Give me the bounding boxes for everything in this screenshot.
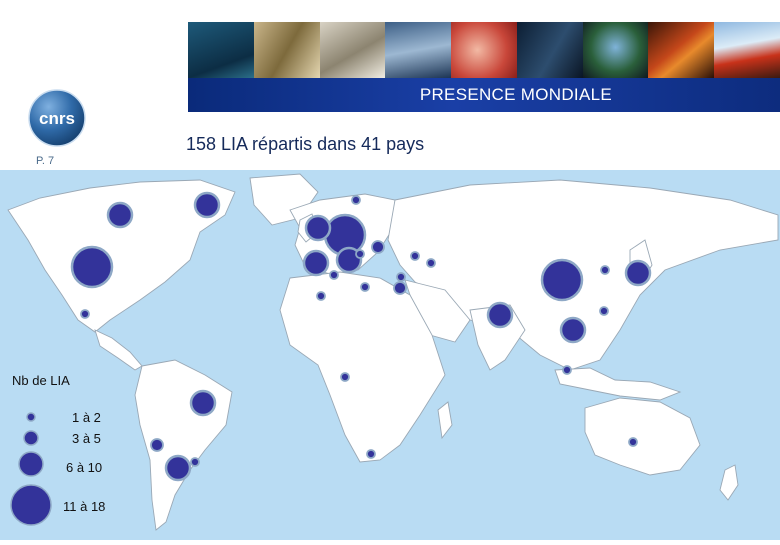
photo-volcano bbox=[714, 22, 780, 78]
lia-marker-uk bbox=[304, 214, 332, 242]
lia-marker-russia bbox=[371, 240, 385, 254]
legend-title: Nb de LIA bbox=[12, 373, 70, 388]
photo-water-surface bbox=[385, 22, 452, 78]
lia-marker-israel bbox=[393, 281, 407, 295]
page-number: P. 7 bbox=[36, 155, 55, 167]
new-zealand bbox=[719, 464, 739, 501]
australia bbox=[584, 397, 701, 476]
lia-marker-lebanon bbox=[396, 272, 406, 282]
photo-scientist-lab bbox=[319, 22, 386, 78]
lia-marker-vietnam-thailand bbox=[559, 316, 587, 344]
lia-marker-singapore bbox=[562, 365, 572, 375]
lia-marker-eastern-canada bbox=[193, 191, 221, 219]
legend-label-1-2: 1 à 2 bbox=[72, 410, 101, 425]
lia-markers bbox=[70, 191, 652, 482]
madagascar bbox=[437, 401, 453, 440]
photo-cell-tissue bbox=[451, 22, 517, 78]
header-photo-strip bbox=[188, 22, 780, 78]
page-title: PRESENCE MONDIALE bbox=[419, 85, 612, 104]
legend-label-11-18: 11 à 18 bbox=[63, 499, 105, 514]
lia-marker-china bbox=[540, 258, 584, 302]
lia-marker-egypt bbox=[360, 282, 370, 292]
north-america bbox=[7, 179, 236, 333]
photo-diver bbox=[188, 22, 254, 78]
lia-marker-turkey bbox=[410, 251, 420, 261]
lia-marker-korea bbox=[600, 265, 610, 275]
logo-text: cnrs bbox=[39, 109, 75, 128]
legend-marker-1-2 bbox=[26, 412, 36, 422]
legend-marker-3-5 bbox=[23, 430, 39, 446]
lia-marker-sweden bbox=[351, 195, 361, 205]
lia-marker-usa bbox=[70, 245, 114, 289]
cnrs-logo: cnrs bbox=[28, 89, 86, 147]
lia-marker-argentina bbox=[164, 454, 192, 482]
world-map-svg: Nb de LIA 1 à 2 3 à 5 6 à 10 11 à 18 bbox=[0, 170, 780, 540]
lia-marker-senegal bbox=[340, 372, 350, 382]
lia-marker-western-canada bbox=[106, 201, 134, 229]
lia-marker-uruguay bbox=[190, 457, 200, 467]
photo-lab-researcher bbox=[253, 22, 320, 78]
lia-marker-japan bbox=[624, 259, 652, 287]
lia-marker-georgia bbox=[426, 258, 436, 268]
photo-satellite-earth bbox=[582, 22, 649, 78]
legend: Nb de LIA 1 à 2 3 à 5 6 à 10 11 à 18 bbox=[10, 373, 105, 526]
legend-label-6-10: 6 à 10 bbox=[66, 460, 102, 475]
lia-marker-greece bbox=[355, 249, 365, 259]
lia-marker-spain bbox=[302, 249, 330, 277]
lia-marker-india bbox=[486, 301, 514, 329]
world-map: Nb de LIA 1 à 2 3 à 5 6 à 10 11 à 18 bbox=[0, 170, 780, 540]
legend-marker-6-10 bbox=[18, 451, 44, 477]
subtitle: 158 LIA répartis dans 41 pays bbox=[186, 134, 425, 154]
lia-marker-brazil bbox=[189, 389, 217, 417]
indonesia bbox=[554, 367, 682, 401]
lia-marker-mexico bbox=[80, 309, 90, 319]
lia-marker-australia bbox=[628, 437, 638, 447]
lia-marker-tunisia bbox=[329, 270, 339, 280]
lia-marker-south-africa bbox=[366, 449, 376, 459]
photo-researcher-screen bbox=[516, 22, 583, 78]
lia-marker-morocco bbox=[316, 291, 326, 301]
lia-marker-taiwan bbox=[599, 306, 609, 316]
legend-marker-11-18 bbox=[10, 484, 52, 526]
central-america bbox=[94, 329, 143, 371]
lia-marker-italy bbox=[335, 246, 363, 274]
lia-marker-chile bbox=[150, 438, 164, 452]
photo-lava-rock bbox=[648, 22, 715, 78]
legend-label-3-5: 3 à 5 bbox=[72, 431, 101, 446]
title-bar: PRESENCE MONDIALE bbox=[188, 78, 780, 112]
